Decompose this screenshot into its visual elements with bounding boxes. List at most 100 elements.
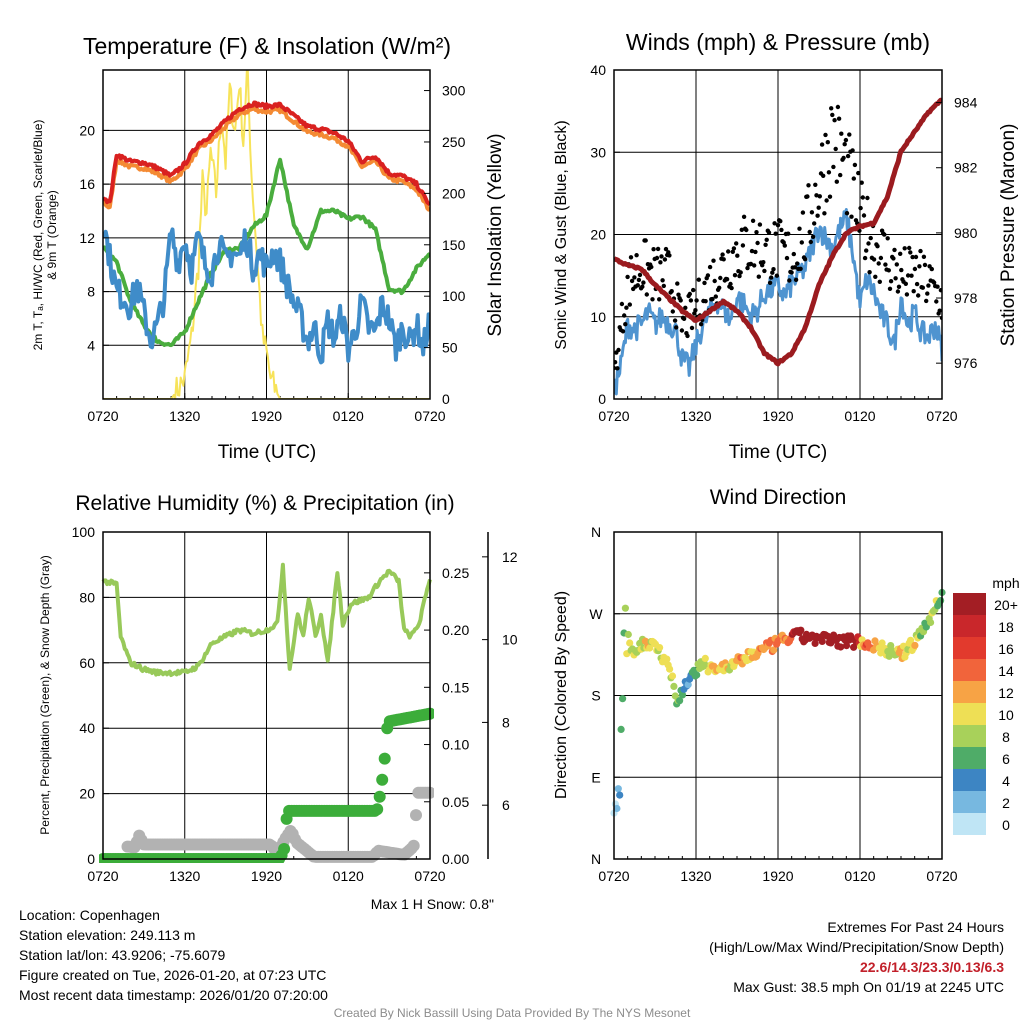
- direction-point: [842, 642, 851, 650]
- gust-point: [620, 329, 626, 334]
- gust-point: [791, 251, 796, 257]
- gust-point: [802, 257, 808, 262]
- legend-label: 20+: [994, 597, 1018, 613]
- wdir-points-group: [610, 588, 946, 817]
- gust-point: [909, 273, 914, 278]
- y-axis-label-line1: 2m T, Tₐ, HI/WC (Red, Green, Scarlet/Blu…: [31, 120, 45, 351]
- gust-point: [624, 305, 629, 310]
- gust-point: [825, 140, 830, 145]
- gust-point: [651, 247, 656, 252]
- gust-point: [878, 255, 884, 261]
- gust-point: [931, 280, 937, 285]
- x-tick-label: 0720: [598, 408, 629, 424]
- gust-point: [629, 278, 635, 284]
- gust-point: [689, 325, 695, 331]
- gust-point: [658, 260, 663, 265]
- direction-point: [613, 804, 621, 813]
- gust-point: [734, 241, 739, 246]
- gust-point: [868, 235, 873, 241]
- gust-point: [754, 230, 759, 235]
- y-tick-label: 16: [79, 176, 95, 192]
- gust-point: [908, 250, 913, 255]
- gust-point: [669, 289, 674, 294]
- winds-chart: 0720 1320 1920 0120 072001020304097697898098…: [553, 29, 1019, 463]
- y-tick-label: 12: [79, 230, 95, 246]
- direction-point: [797, 626, 805, 634]
- gust-point: [691, 287, 696, 293]
- gust-point: [628, 255, 634, 260]
- gust-point: [885, 236, 890, 241]
- gust-point: [762, 268, 767, 274]
- gust-point: [718, 275, 723, 281]
- gust-point: [705, 273, 711, 278]
- gust-point: [887, 286, 893, 291]
- gust-point: [750, 218, 756, 223]
- gust-point: [851, 176, 856, 181]
- y2-tick-label: 0: [442, 391, 450, 407]
- x-tick-label: 0720: [414, 868, 445, 884]
- gust-point: [938, 288, 942, 293]
- gust-point: [937, 308, 942, 313]
- x-tick-label: 0720: [926, 868, 957, 884]
- legend-swatch: [953, 791, 986, 813]
- gust-point: [800, 210, 806, 215]
- snow-depth-point: [424, 786, 434, 799]
- gust-point: [849, 214, 854, 219]
- y-axis-label: Percent, Precipitation (Green), & Snow D…: [38, 555, 52, 834]
- gust-point: [843, 137, 849, 143]
- gust-point: [861, 213, 867, 218]
- gust-point: [822, 211, 827, 216]
- legend-title: mph: [992, 575, 1019, 591]
- direction-point: [617, 725, 625, 734]
- gust-point: [685, 333, 690, 339]
- y-tick-label: 8: [87, 284, 95, 300]
- x-tick-label: 0120: [333, 408, 364, 424]
- y2-tick-label: 976: [954, 355, 978, 371]
- gust-point: [640, 284, 645, 289]
- gust-point: [823, 132, 828, 138]
- gust-point: [782, 243, 787, 248]
- gust-point: [934, 299, 939, 304]
- gust-point: [748, 261, 754, 267]
- series-line-2m-t: [103, 100, 430, 207]
- gust-point: [831, 164, 836, 170]
- gust-point: [859, 180, 864, 185]
- x-axis-label: Time (UTC): [218, 442, 317, 463]
- gust-point: [660, 278, 665, 283]
- gust-point: [654, 255, 660, 261]
- series-line-relative-humidity: [101, 562, 432, 677]
- plot-frame: [102, 531, 431, 860]
- y2-axis-label: Station Pressure (Maroon): [998, 124, 1019, 347]
- gust-point: [792, 265, 798, 270]
- direction-point: [626, 639, 634, 647]
- y-tick-label: W: [589, 606, 603, 622]
- series-line-ta: [103, 157, 430, 348]
- max-snow-note: Max 1 H Snow: 0.8": [370, 896, 494, 912]
- direction-point: [927, 618, 935, 627]
- gust-point: [641, 280, 646, 285]
- created-text: Figure created on Tue, 2026-01-20, at 07…: [19, 967, 327, 983]
- gust-point: [816, 205, 821, 210]
- gust-point: [657, 297, 662, 302]
- gust-point: [627, 302, 632, 307]
- gust-point: [739, 227, 744, 232]
- gust-point: [643, 238, 648, 243]
- x-tick-label: 1320: [169, 868, 200, 884]
- gust-point: [899, 267, 904, 273]
- gust-point: [681, 316, 687, 321]
- gust-point: [876, 261, 881, 266]
- gust-point: [679, 328, 685, 333]
- x-axis-label: Time (UTC): [729, 442, 828, 463]
- gust-point: [766, 230, 772, 235]
- legend-swatch: [953, 769, 986, 791]
- gust-point: [877, 279, 882, 284]
- direction-point: [701, 654, 709, 663]
- gust-point: [808, 239, 813, 245]
- y2-axis-label-text: Solar Insolation (Yellow): [485, 133, 506, 336]
- gust-point: [807, 229, 812, 235]
- gust-point: [922, 262, 928, 268]
- gust-point: [894, 262, 899, 267]
- gust-point: [614, 360, 618, 365]
- y-axis-label-text: Percent, Precipitation (Green), & Snow D…: [38, 555, 52, 834]
